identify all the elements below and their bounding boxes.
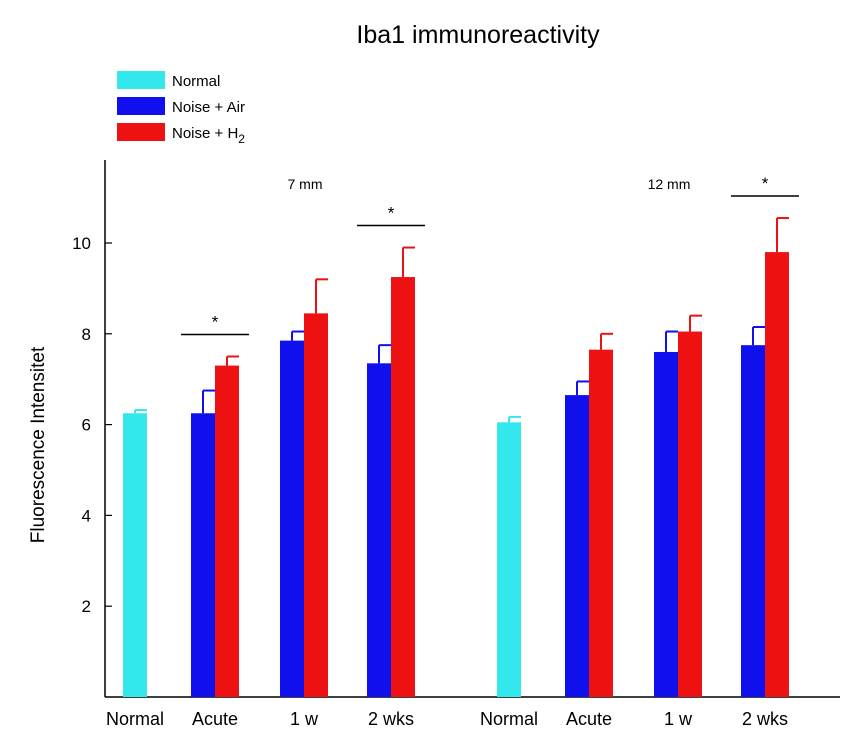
bar	[565, 395, 589, 697]
y-tick-label: 4	[82, 506, 91, 525]
y-axis-label: Fluorescence Intensitet	[28, 346, 49, 543]
x-tick-label: 2 wks	[742, 709, 788, 729]
y-tick-label: 6	[82, 416, 91, 435]
bar	[391, 277, 415, 697]
bar	[191, 413, 215, 697]
bar	[280, 340, 304, 697]
data-marks: 7 mm Normal Acute * 1 w 2 wks * 12 mm Normal Acut…	[106, 174, 799, 729]
bar	[215, 365, 239, 697]
bar	[367, 363, 391, 697]
bar	[654, 351, 678, 697]
x-tick-label: 2 wks	[368, 709, 414, 729]
bar	[765, 252, 789, 697]
legend: Normal Noise + Air Noise + H2	[117, 71, 245, 146]
significance-marker: *	[212, 313, 219, 332]
x-tick-label: 1 w	[664, 709, 693, 729]
panel-label: 7 mm	[288, 176, 323, 192]
x-tick-label: Normal	[106, 709, 164, 729]
legend-label: Noise + Air	[172, 99, 245, 116]
panel-label: 12 mm	[648, 176, 691, 192]
significance-marker: *	[388, 204, 395, 223]
x-tick-label: 1 w	[290, 709, 319, 729]
legend-swatch	[117, 123, 165, 141]
bar	[123, 413, 147, 697]
axes: 2 4 6 8 10	[72, 160, 840, 698]
legend-label: Normal	[172, 73, 220, 90]
y-tick-label: 10	[72, 234, 91, 253]
legend-swatch	[117, 71, 165, 89]
bar	[497, 422, 521, 697]
bar	[589, 349, 613, 697]
x-tick-label: Acute	[192, 709, 238, 729]
bar	[741, 345, 765, 697]
y-tick-label: 2	[82, 597, 91, 616]
bar	[304, 313, 328, 697]
legend-swatch	[117, 97, 165, 115]
chart-title: Iba1 immunoreactivity	[356, 21, 600, 49]
x-tick-label: Normal	[480, 709, 538, 729]
x-tick-label: Acute	[566, 709, 612, 729]
significance-marker: *	[762, 174, 769, 193]
legend-label: Noise + H2	[172, 125, 245, 146]
y-tick-label: 8	[82, 325, 91, 344]
bar	[678, 331, 702, 697]
